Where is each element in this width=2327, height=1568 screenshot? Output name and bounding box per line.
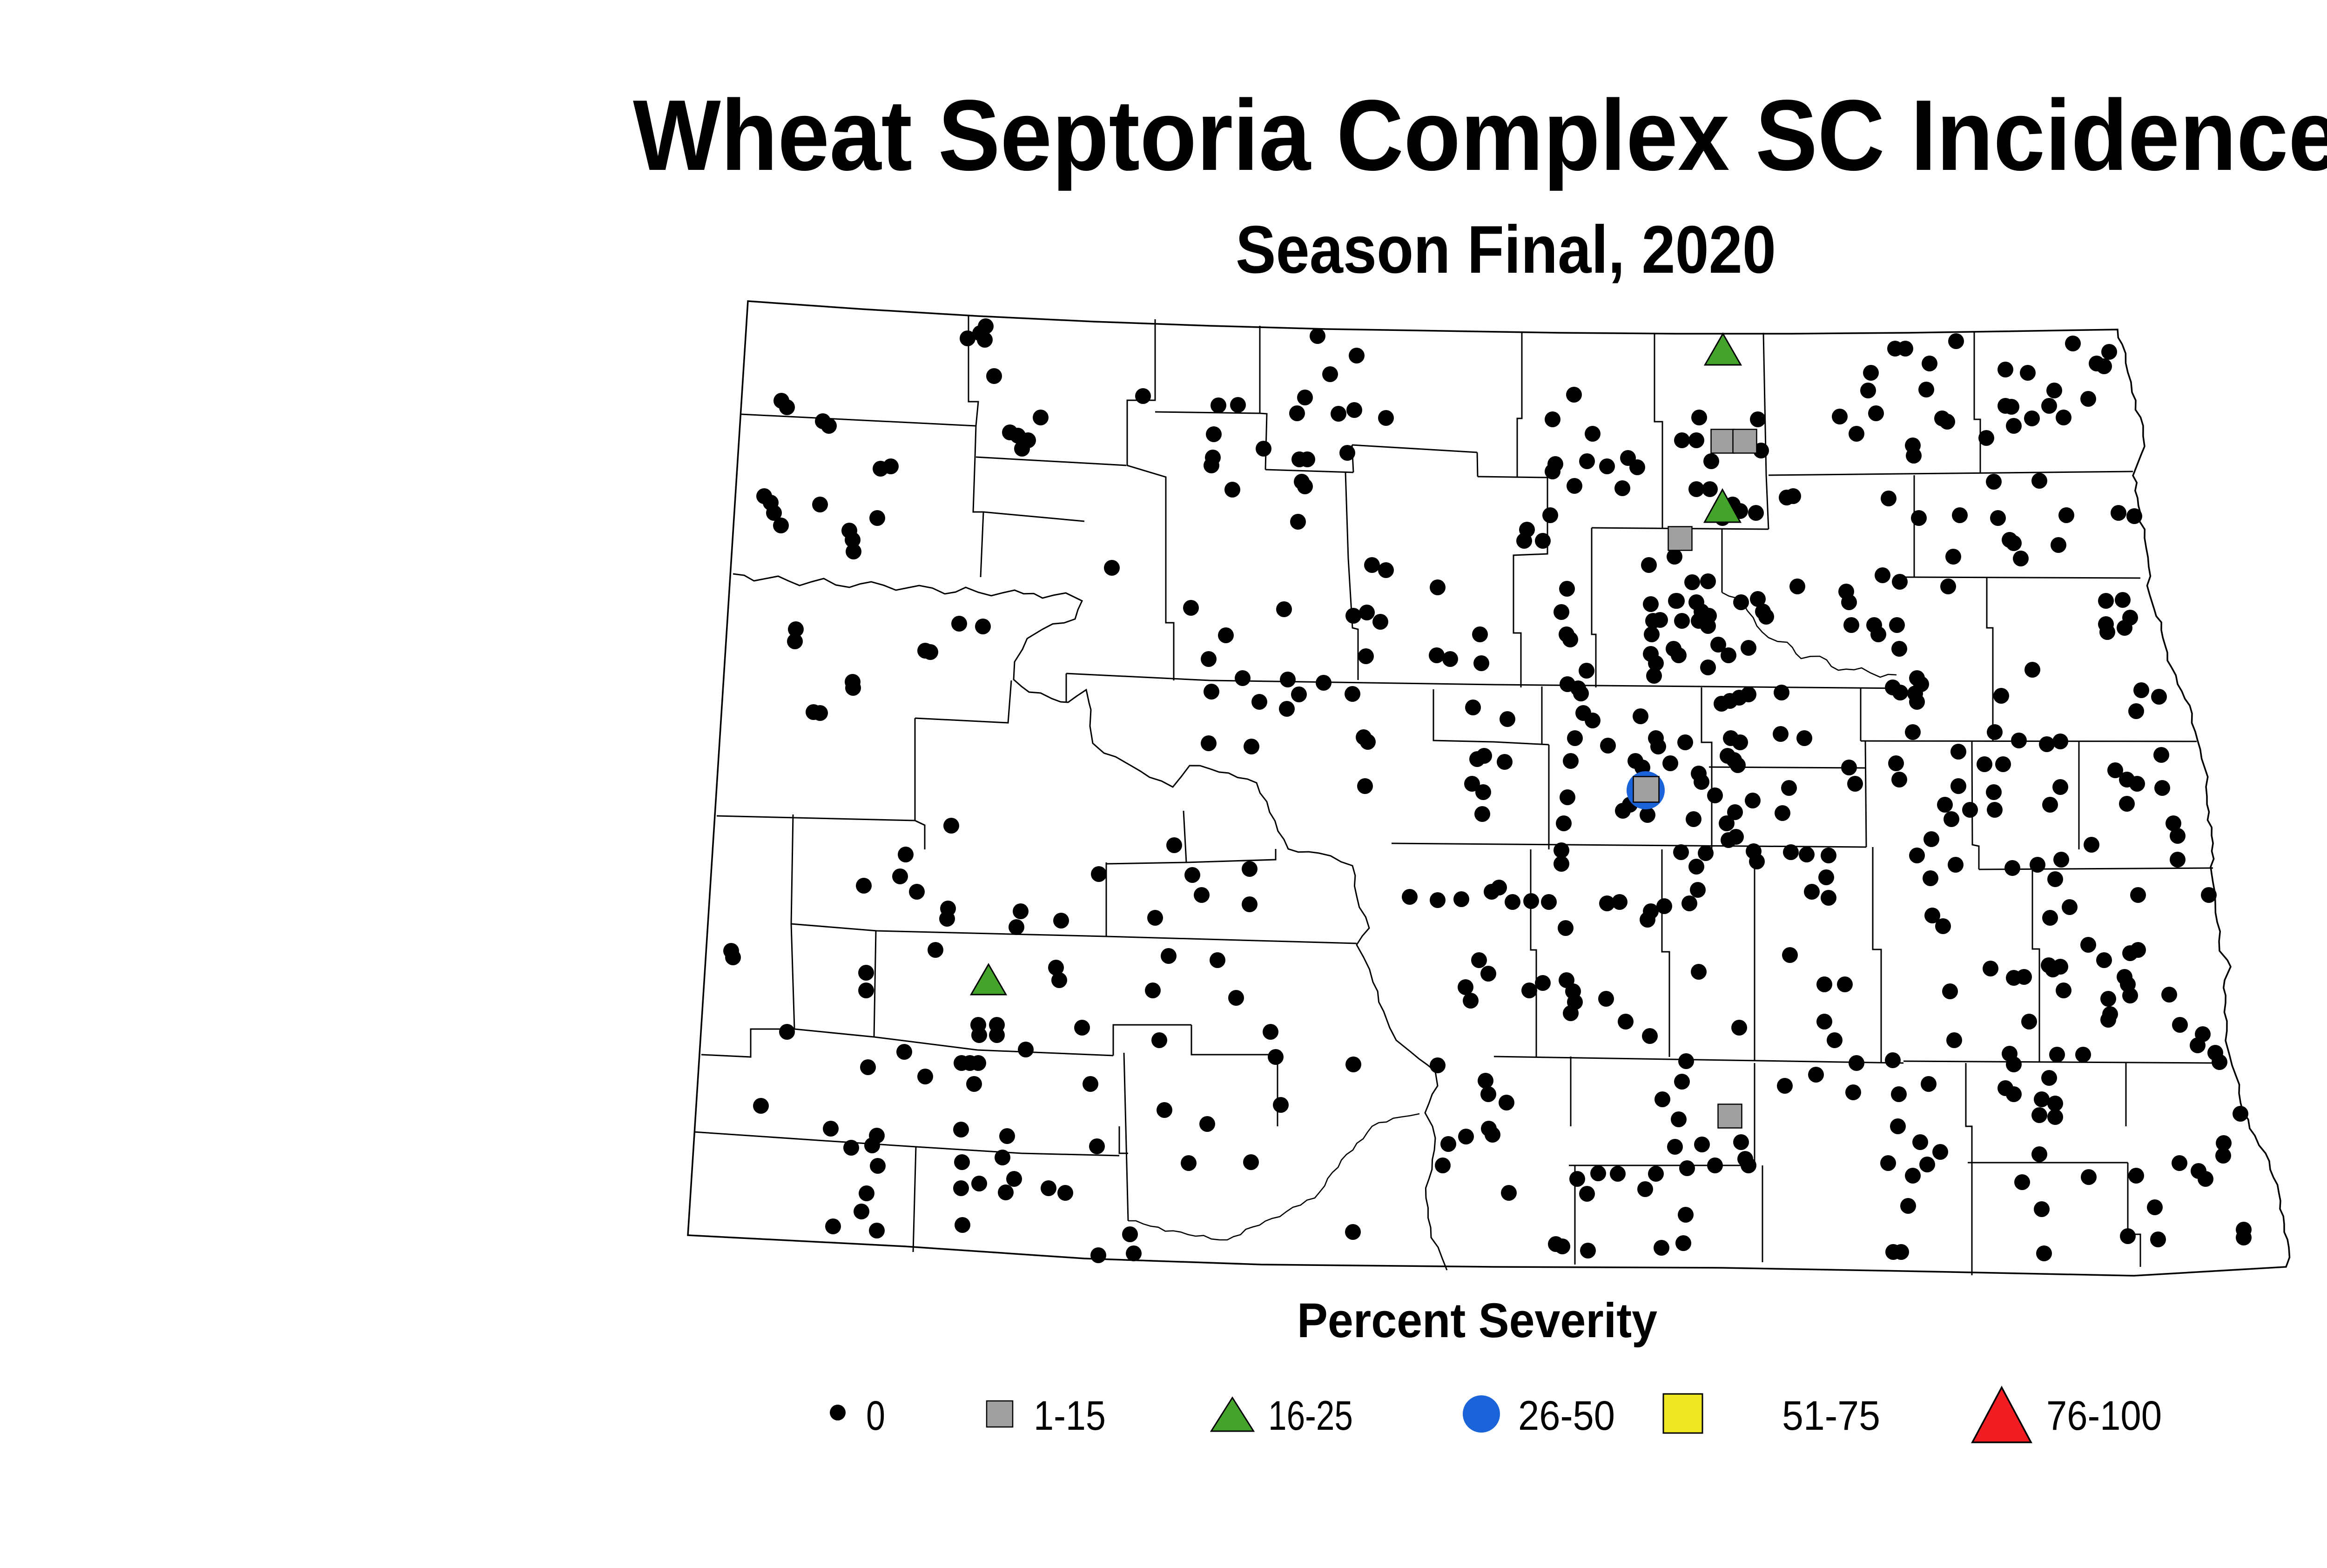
svg-text:1-15: 1-15 — [1034, 1392, 1106, 1439]
svg-text:76-100: 76-100 — [2046, 1392, 2162, 1439]
svg-text:Season Final, 2020: Season Final, 2020 — [1236, 212, 1776, 287]
svg-text:16-25: 16-25 — [1268, 1392, 1353, 1439]
svg-text:26-50: 26-50 — [1518, 1392, 1615, 1439]
svg-text:Percent Severity: Percent Severity — [1297, 1293, 1657, 1348]
svg-text:Wheat Septoria Complex SC Inci: Wheat Septoria Complex SC Incidence — [633, 79, 2327, 191]
svg-text:0: 0 — [866, 1392, 885, 1439]
svg-text:51-75: 51-75 — [1782, 1392, 1880, 1439]
